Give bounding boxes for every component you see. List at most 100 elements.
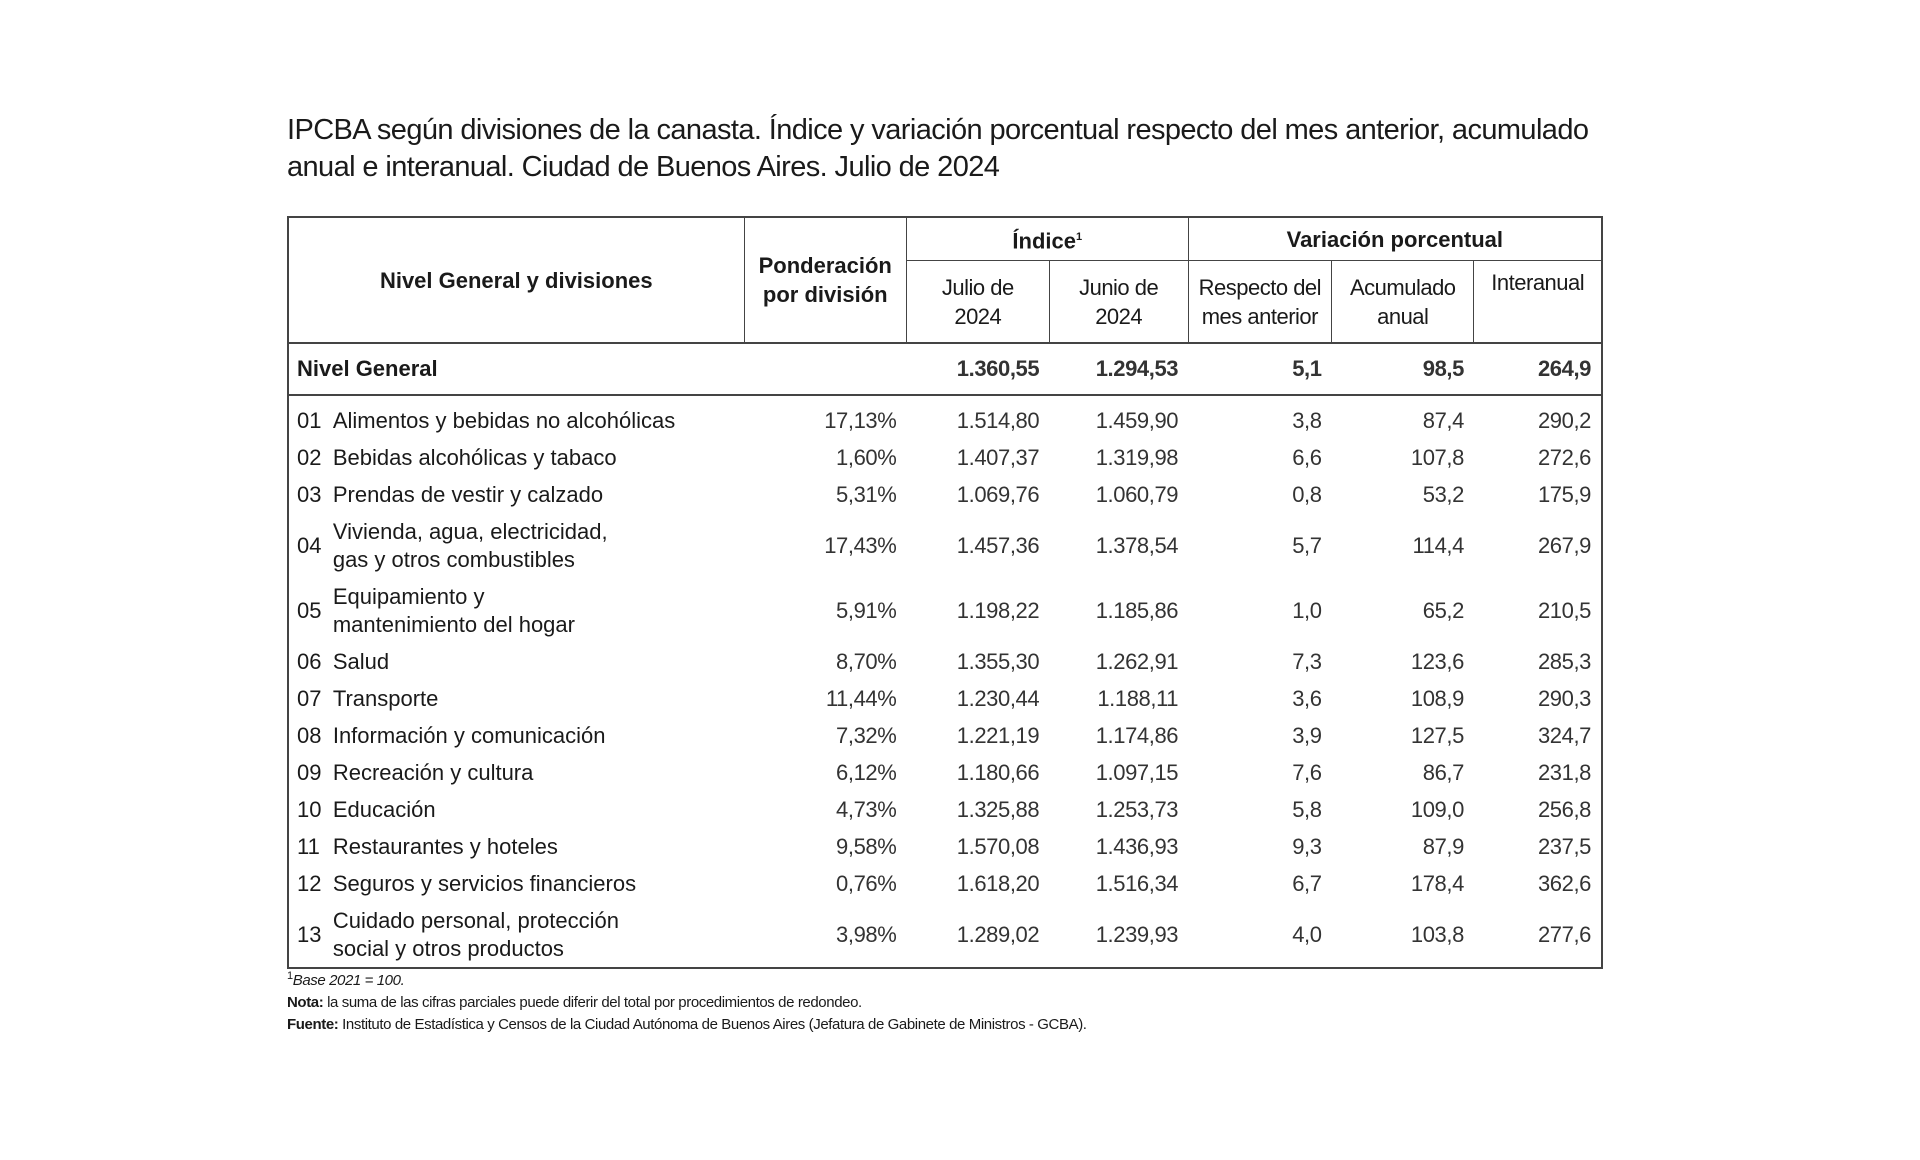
cell-code: 10 xyxy=(297,796,322,822)
cell-inter: 256,8 xyxy=(1537,796,1591,822)
cell-name: Información y comunicación xyxy=(333,717,744,754)
cell-name: Bebidas alcohólicas y tabaco xyxy=(333,439,744,476)
cell-julio: 1.069,76 xyxy=(956,481,1040,507)
cell-mes: 9,3 xyxy=(1292,833,1322,859)
cell-pond: 9,58% xyxy=(836,833,897,859)
name-line: Seguros y servicios financieros xyxy=(332,870,637,896)
cell-acum: 127,5 xyxy=(1410,722,1464,748)
table-title: IPCBA según divisiones de la canasta. Ín… xyxy=(287,114,1589,183)
table-row: 12 Seguros y servicios financieros 0,76% 1.… xyxy=(288,865,1602,902)
cell-julio: 1.289,02 xyxy=(956,921,1040,947)
cell-mes: 3,9 xyxy=(1292,722,1322,748)
header-acumulado: Acumulado anual xyxy=(1331,260,1475,344)
cell-mes: 5,8 xyxy=(1292,796,1322,822)
name-line: gas y otros combustibles xyxy=(332,546,575,572)
cell-julio: 1.355,30 xyxy=(956,648,1040,674)
name-line: Restaurantes y hoteles xyxy=(332,833,558,859)
name-line: mantenimiento del hogar xyxy=(332,611,575,637)
table-row: 05 Equipamiento y mantenimiento del hogar 5… xyxy=(288,578,1602,643)
footnote-nota: Nota: la suma de las cifras parciales pu… xyxy=(287,994,862,1011)
cell-pond: 5,31% xyxy=(836,481,897,507)
table-row: 07 Transporte 11,44% 1.230,44 1.188,11 3,6 108… xyxy=(288,680,1602,717)
header-ponderacion: Ponderación por división xyxy=(743,216,907,344)
cell-mes: 7,3 xyxy=(1292,648,1322,674)
cell-acum: 87,4 xyxy=(1422,407,1465,433)
cell-code: 02 xyxy=(297,444,322,470)
cell-pond: 3,98% xyxy=(836,921,897,947)
cell-name: Restaurantes y hoteles xyxy=(333,828,744,865)
cell-julio: 1.198,22 xyxy=(956,597,1040,623)
name-line: Alimentos y bebidas no alcohólicas xyxy=(332,407,676,433)
cell-junio: 1.436,93 xyxy=(1095,833,1179,859)
cell-name: Educación xyxy=(333,791,744,828)
cell-inter: 210,5 xyxy=(1537,597,1591,623)
cell-junio: 1.516,34 xyxy=(1095,870,1179,896)
table-row: 04 Vivienda, agua, electricidad, gas y otr… xyxy=(288,513,1602,578)
cell-inter: 290,3 xyxy=(1537,685,1591,711)
cell-inter: 362,6 xyxy=(1537,870,1591,896)
cell-name: Equipamiento y mantenimiento del hogar xyxy=(333,578,744,643)
cell-code: 09 xyxy=(297,759,322,785)
table-row-nivel-general: Nivel General 1.360,55 1.294,53 5,1 98,5… xyxy=(288,342,1602,396)
cell-junio: 1.239,93 xyxy=(1095,921,1179,947)
cell-mes: 0,8 xyxy=(1292,481,1322,507)
cell-code: 05 xyxy=(297,597,322,623)
cell-julio: 1.514,80 xyxy=(956,407,1040,433)
cell-name: Salud xyxy=(333,643,744,680)
cell-name: Vivienda, agua, electricidad, gas y otros… xyxy=(333,513,744,578)
cell-pond: 8,70% xyxy=(836,648,897,674)
cell-junio: 1.060,79 xyxy=(1095,481,1179,507)
table-row: 03 Prendas de vestir y calzado 5,31% 1.069,… xyxy=(288,476,1602,513)
header-indice: Índice1 xyxy=(905,216,1189,261)
table-row: 11 Restaurantes y hoteles 9,58% 1.570,08 1.4… xyxy=(288,828,1602,865)
cell-acum: 123,6 xyxy=(1410,648,1464,674)
cell-mes: 4,0 xyxy=(1292,921,1322,947)
cell-pond: 17,13% xyxy=(824,407,897,433)
table-row: 01 Alimentos y bebidas no alcohólicas 17,1… xyxy=(288,395,1602,439)
name-line: Educación xyxy=(332,796,436,822)
cell-junio: 1.378,54 xyxy=(1095,532,1179,558)
name-line: Bebidas alcohólicas y tabaco xyxy=(332,444,617,470)
cell-code: 06 xyxy=(297,648,322,674)
table-row: 06 Salud 8,70% 1.355,30 1.262,91 7,3 123,6 285,… xyxy=(288,643,1602,680)
cell-junio: 1.174,86 xyxy=(1095,722,1179,748)
cell-name: Cuidado personal, protección social y otr… xyxy=(333,902,744,968)
cell-code: 13 xyxy=(297,921,322,947)
name-line: Recreación y cultura xyxy=(332,759,534,785)
header-interanual: Interanual xyxy=(1473,260,1603,344)
cell-mes: 3,6 xyxy=(1292,685,1322,711)
cell-pond: 4,73% xyxy=(836,796,897,822)
ipcba-table: Nivel General y divisiones Ponderación p… xyxy=(287,216,1603,969)
cell-mes: 5,1 xyxy=(1188,342,1332,396)
table-row: 09 Recreación y cultura 6,12% 1.180,66 1.097… xyxy=(288,754,1602,791)
cell-acum: 109,0 xyxy=(1410,796,1464,822)
name-line: Vivienda, agua, electricidad, xyxy=(332,518,608,544)
cell-acum: 103,8 xyxy=(1410,921,1464,947)
name-line: Equipamiento y xyxy=(332,583,485,609)
cell-code: 03 xyxy=(297,481,322,507)
cell-mes: 5,7 xyxy=(1292,532,1322,558)
cell-name: Transporte xyxy=(333,680,744,717)
cell-pond: 11,44% xyxy=(825,685,897,711)
cell-junio: 1.188,11 xyxy=(1097,685,1179,711)
cell-acum: 107,8 xyxy=(1410,444,1464,470)
cell-mes: 1,0 xyxy=(1292,597,1322,623)
cell-julio: 1.325,88 xyxy=(956,796,1040,822)
cell-inter: 324,7 xyxy=(1537,722,1591,748)
table-row: 08 Información y comunicación 7,32% 1.221,1… xyxy=(288,717,1602,754)
cell-pond: 7,32% xyxy=(836,722,897,748)
cell-julio: 1.180,66 xyxy=(956,759,1040,785)
name-line: Cuidado personal, protección xyxy=(332,907,620,933)
cell-junio: 1.097,15 xyxy=(1095,759,1179,785)
cell-acum: 178,4 xyxy=(1410,870,1464,896)
header-variacion: Variación porcentual xyxy=(1187,216,1603,261)
name-line: social y otros productos xyxy=(332,935,564,961)
cell-pond: 5,91% xyxy=(836,597,897,623)
row-name: Nivel General xyxy=(288,342,745,396)
cell-julio: 1.221,19 xyxy=(956,722,1040,748)
cell-acum: 86,7 xyxy=(1422,759,1465,785)
name-line: Salud xyxy=(332,648,390,674)
cell-inter: 277,6 xyxy=(1537,921,1591,947)
cell-junio: 1.319,98 xyxy=(1095,444,1179,470)
cell-inter: 290,2 xyxy=(1537,407,1591,433)
